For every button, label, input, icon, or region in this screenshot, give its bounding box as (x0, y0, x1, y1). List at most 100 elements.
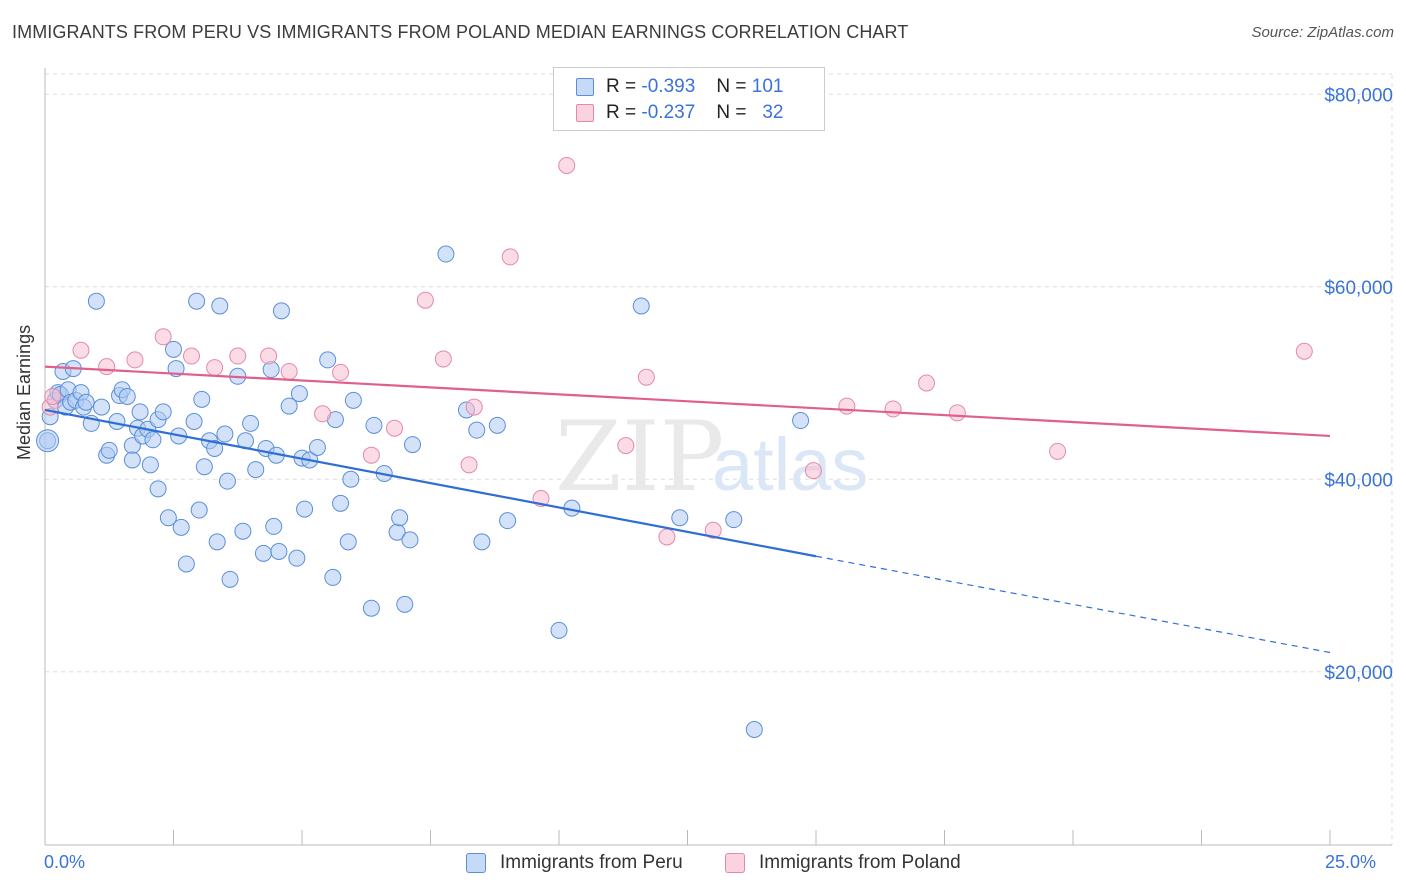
peru-point (242, 414, 260, 432)
peru-point (172, 518, 190, 536)
peru-trend-line (44, 408, 817, 558)
watermark: ZIP atlas (555, 401, 868, 513)
peru-point (208, 533, 226, 551)
stats-row-poland: R = -0.237 N = 32 (576, 100, 783, 126)
poland-point (884, 400, 902, 418)
poland-point (229, 347, 247, 365)
peru-point (93, 398, 111, 416)
poland-point (386, 419, 404, 437)
y-tick-label: $60,000 (1324, 278, 1393, 299)
peru-point (141, 456, 159, 474)
poland-point (838, 397, 856, 415)
peru-point (473, 533, 491, 551)
peru-point (185, 413, 203, 430)
poland-point (658, 528, 676, 546)
poland-point (280, 362, 298, 380)
peru-point (745, 721, 763, 738)
poland-point (804, 462, 822, 480)
peru-point (324, 568, 342, 586)
r-label: R = (606, 102, 637, 123)
poland-point (154, 328, 172, 346)
poland-point (332, 363, 350, 381)
peru-point (290, 385, 308, 403)
poland-point (617, 437, 635, 455)
peru-point (632, 297, 650, 315)
peru-point (206, 439, 224, 457)
peru-point (77, 393, 95, 411)
legend-label-peru: Immigrants from Peru (500, 852, 683, 873)
poland-point (460, 456, 478, 474)
legend-item-peru[interactable]: Immigrants from Peru (466, 852, 683, 874)
y-tick-label: $20,000 (1324, 663, 1393, 684)
peru-point (149, 480, 167, 498)
stats-row-peru: R = -0.393 N = 101 (576, 74, 783, 100)
poland-point (558, 156, 576, 174)
r-value: -0.237 (641, 102, 696, 123)
peru-point (272, 302, 290, 320)
peru-trend-extension (815, 555, 1331, 654)
poland-legend-swatch (725, 853, 745, 873)
peru-point (296, 500, 314, 518)
peru-point (792, 412, 810, 430)
peru-point (190, 501, 208, 519)
n-label: N = (716, 102, 747, 123)
n-value: 32 (762, 102, 784, 123)
peru-point-large (36, 429, 60, 453)
peru-point (550, 621, 568, 639)
peru-point (391, 509, 409, 527)
peru-point (342, 470, 360, 488)
peru-point (221, 570, 239, 588)
peru-point (218, 472, 236, 490)
peru-point (177, 555, 195, 573)
peru-point (211, 297, 229, 315)
r-label: R = (606, 76, 637, 97)
peru-point (365, 416, 383, 434)
peru-point (344, 391, 362, 409)
peru-point (404, 436, 422, 454)
y-tick-label: $40,000 (1324, 470, 1393, 491)
peru-point (100, 441, 118, 459)
stats-legend: R = -0.393 N = 101 R = -0.237 N = 32 (553, 67, 825, 131)
series-legend: Immigrants from Peru Immigrants from Pol… (0, 850, 1406, 880)
legend-item-poland[interactable]: Immigrants from Poland (725, 852, 961, 874)
grid-lines (45, 73, 1393, 845)
watermark-atlas: atlas (712, 423, 868, 506)
peru-point (671, 509, 689, 527)
peru-point (499, 512, 517, 530)
poland-point (98, 358, 116, 376)
poland-trend-line (44, 365, 1331, 438)
source-label: Source: ZipAtlas.com (1251, 24, 1394, 41)
peru-point (123, 451, 141, 469)
poland-point (314, 405, 332, 423)
y-axis-label: Median Earnings (14, 324, 34, 460)
peru-point (280, 397, 298, 415)
poland-point (362, 446, 380, 464)
peru-point (154, 403, 172, 421)
poland-point (126, 351, 144, 369)
peru-point (118, 387, 136, 405)
peru-point (270, 542, 288, 560)
n-label: N = (716, 76, 747, 97)
peru-point (234, 522, 252, 540)
poland-point (948, 404, 966, 422)
n-value: 101 (751, 76, 784, 97)
watermark-zip: ZIP (555, 401, 724, 513)
peru-point (159, 509, 177, 527)
y-tick-labels: $20,000 $40,000 $60,000 $80,000 (1324, 85, 1393, 684)
poland-point (465, 398, 483, 416)
y-tick-label: $80,000 (1324, 85, 1393, 106)
peru-point (195, 458, 213, 476)
peru-swatch (576, 78, 594, 96)
peru-point (247, 461, 265, 479)
x-tick-max: 25.0% (1325, 852, 1377, 872)
peru-point (165, 340, 182, 358)
poland-point (1049, 442, 1067, 460)
x-tick-min: 0.0% (44, 852, 86, 872)
peru-point (188, 292, 206, 310)
legend-label-poland: Immigrants from Poland (759, 852, 961, 873)
peru-point (193, 390, 211, 408)
peru-point (396, 595, 414, 613)
peru-point (468, 421, 486, 439)
r-value: -0.393 (641, 76, 696, 97)
